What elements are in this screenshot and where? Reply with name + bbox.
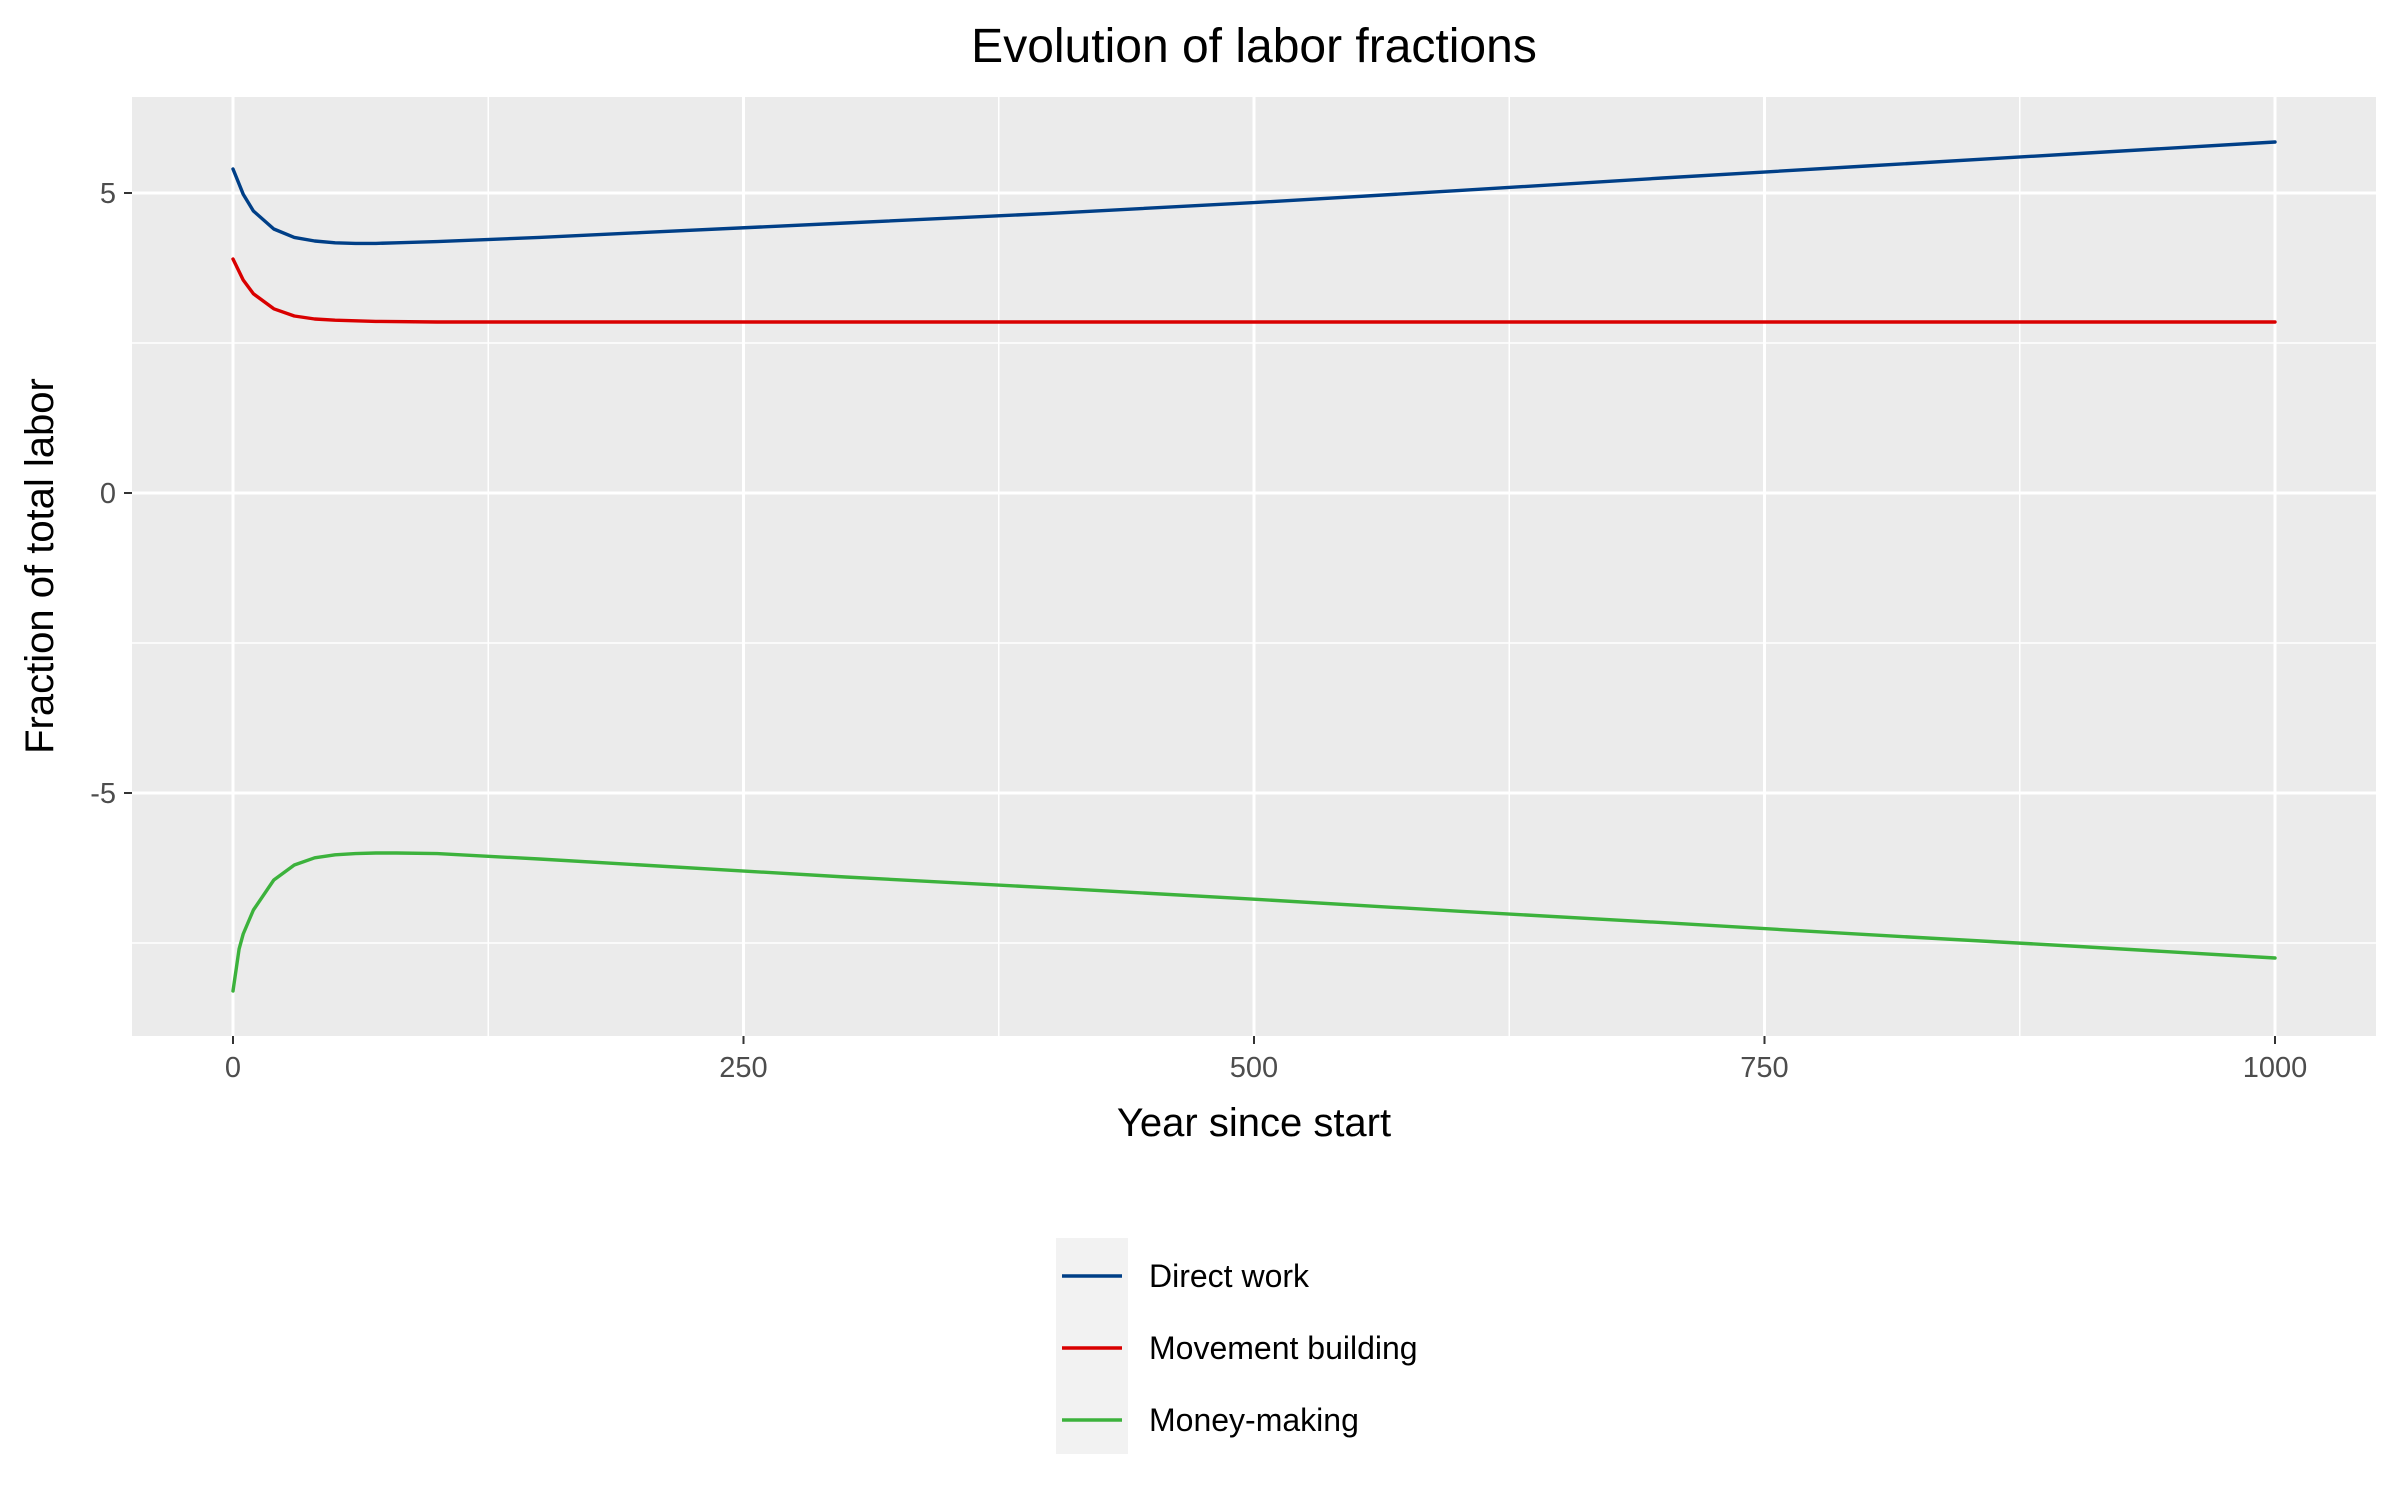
legend-key-background	[1056, 1238, 1128, 1454]
y-tick-label: 5	[100, 178, 116, 210]
y-tick-label: 0	[100, 478, 116, 510]
series-lines	[231, 140, 2277, 993]
x-tick-label: 250	[719, 1052, 767, 1084]
y-tick-label: -5	[90, 778, 116, 810]
x-tick-label: 500	[1230, 1052, 1278, 1084]
legend-entry-label: Money-making	[1149, 1402, 1359, 1438]
axis-tick-labels: 0 250 500 750 1000 -5 0 5	[90, 178, 2307, 1084]
grid-major	[132, 97, 2376, 1036]
series-line-1	[231, 140, 2277, 246]
x-axis-title: Year since start	[1117, 1101, 1391, 1145]
y-axis-title: Fraction of total labor	[18, 378, 62, 754]
x-tick-label: 0	[225, 1052, 241, 1084]
axis-ticks	[124, 192, 2276, 1044]
chart-title: Evolution of labor fractions	[971, 20, 1537, 73]
legend-entry-label: Direct work	[1149, 1258, 1310, 1294]
legend: Direct work Movement building Money-making	[1056, 1238, 1418, 1454]
series-line-3	[231, 851, 2277, 993]
series-line-2	[231, 257, 2277, 324]
legend-entry-label: Movement building	[1149, 1330, 1418, 1366]
x-tick-label: 1000	[2243, 1052, 2308, 1084]
x-tick-label: 750	[1740, 1052, 1788, 1084]
